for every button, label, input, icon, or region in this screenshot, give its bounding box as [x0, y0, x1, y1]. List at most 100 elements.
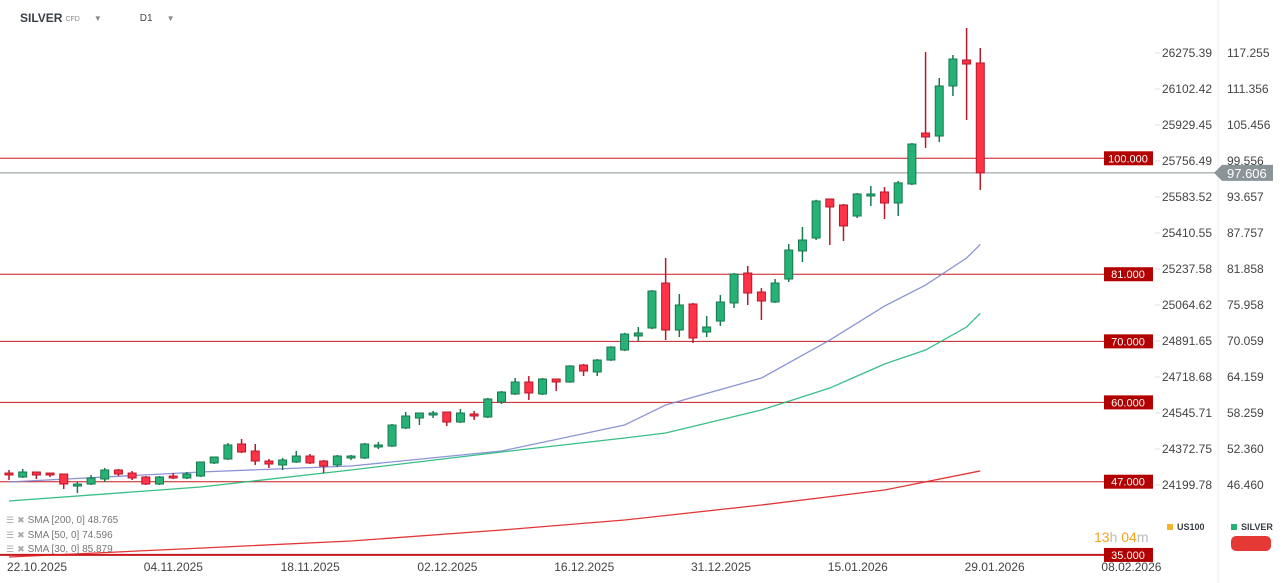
- chart-header: SILVER CFD ▼ D1 ▼: [20, 10, 174, 26]
- timeframe-dropdown-caret-down-icon[interactable]: ▼: [166, 13, 175, 23]
- candle-down: [825, 198, 835, 208]
- symbol-dropdown-caret-down-icon[interactable]: ▼: [93, 13, 102, 23]
- y-tick-us100: 24891.65: [1162, 334, 1212, 348]
- y-tick-us100: 25583.52: [1162, 190, 1212, 204]
- instrument-us100[interactable]: US100: [1167, 522, 1205, 532]
- current-price-label: 97.606: [1227, 166, 1267, 181]
- countdown-hours: 13: [1094, 529, 1110, 545]
- x-tick-label: 22.10.2025: [7, 560, 67, 574]
- x-tick-label: 04.11.2025: [144, 560, 203, 574]
- y-tick-silver: 64.159: [1227, 370, 1264, 384]
- candle-up: [797, 239, 807, 252]
- candle-down: [880, 191, 890, 204]
- candle-up: [182, 473, 192, 479]
- candle-down: [305, 455, 315, 464]
- candle-down: [975, 62, 985, 174]
- candle-down: [45, 472, 55, 476]
- y-tick-silver: 117.255: [1227, 46, 1270, 60]
- candle-up: [770, 282, 780, 303]
- level-label: 35.000: [1111, 550, 1145, 562]
- candle-up: [496, 391, 506, 403]
- settings-icon[interactable]: ☰: [6, 515, 15, 525]
- candle-down: [237, 443, 247, 453]
- candle-up: [852, 193, 862, 217]
- candle-up: [360, 443, 370, 459]
- candle-down: [579, 364, 589, 372]
- y-tick-silver: 99.556: [1227, 154, 1264, 168]
- y-tick-us100: 25756.49: [1162, 154, 1212, 168]
- candle-down: [921, 132, 931, 138]
- level-label-box: [1104, 151, 1153, 166]
- close-icon[interactable]: ✖: [17, 530, 25, 540]
- candle-up: [633, 332, 643, 337]
- candle-up: [934, 85, 944, 137]
- candle-down: [442, 411, 452, 423]
- symbol-name[interactable]: SILVER: [20, 11, 63, 25]
- countdown-hours-unit: h: [1109, 529, 1118, 545]
- indicator-sma-200: ☰ ✖ SMA [200, 0] 48.765: [6, 515, 118, 526]
- close-icon[interactable]: ✖: [17, 544, 25, 554]
- y-tick-us100: 24372.75: [1162, 442, 1212, 456]
- candle-down: [962, 59, 972, 65]
- silver-change-badge[interactable]: [1231, 536, 1271, 551]
- candle-down: [661, 282, 671, 331]
- candle-up: [510, 381, 520, 395]
- candle-up: [373, 444, 383, 448]
- sma-line-sma-200: [8, 470, 981, 558]
- candle-down: [469, 413, 479, 417]
- symbol-type: CFD: [65, 16, 80, 23]
- y-tick-us100: 25410.55: [1162, 226, 1212, 240]
- candle-down: [838, 204, 848, 227]
- candle-down: [756, 291, 766, 302]
- candle-down: [688, 303, 698, 339]
- close-icon[interactable]: ✖: [17, 515, 25, 525]
- y-tick-us100: 26275.39: [1162, 46, 1212, 60]
- y-tick-us100: 25929.45: [1162, 118, 1212, 132]
- settings-icon[interactable]: ☰: [6, 530, 15, 540]
- candle-up: [86, 477, 96, 485]
- candle-up: [154, 476, 164, 485]
- candle-up: [715, 301, 725, 322]
- current-price-tag: [1214, 164, 1273, 181]
- candle-down: [551, 378, 561, 383]
- instrument-silver[interactable]: SILVER: [1231, 522, 1273, 532]
- sma-line-sma-50: [8, 312, 981, 502]
- candle-down: [168, 475, 178, 479]
- candle-up: [209, 456, 219, 464]
- candle-down: [319, 460, 329, 467]
- candle-down: [524, 381, 534, 394]
- y-tick-us100: 25064.62: [1162, 298, 1212, 312]
- candle-up: [784, 249, 794, 280]
- countdown-minutes: 04: [1121, 529, 1137, 545]
- level-label-box: [1104, 474, 1153, 489]
- y-tick-silver: 52.360: [1227, 442, 1264, 456]
- candle-up: [387, 424, 397, 447]
- candle-up: [401, 415, 411, 429]
- level-label: 70.000: [1111, 336, 1145, 348]
- indicator-label: SMA [30, 0] 85.879: [27, 544, 113, 555]
- y-tick-us100: 24545.71: [1162, 406, 1212, 420]
- candle-up: [538, 378, 548, 395]
- candle-up: [729, 273, 739, 304]
- candle-down: [743, 272, 753, 294]
- candle-up: [278, 459, 288, 466]
- candle-down: [31, 471, 41, 476]
- candle-down: [59, 473, 69, 485]
- candle-up: [811, 200, 821, 239]
- indicator-sma-30: ☰ ✖ SMA [30, 0] 85.879: [6, 544, 113, 555]
- candle-up: [72, 483, 82, 487]
- x-tick-label: 08.02.2026: [1101, 560, 1161, 574]
- instrument-label: US100: [1177, 522, 1205, 532]
- candle-down: [141, 476, 151, 485]
- level-label: 81.000: [1111, 269, 1145, 281]
- settings-icon[interactable]: ☰: [6, 544, 15, 554]
- level-label: 60.000: [1111, 397, 1145, 409]
- candle-up: [948, 58, 958, 87]
- x-tick-label: 02.12.2025: [417, 560, 477, 574]
- timeframe-selector[interactable]: D1: [139, 12, 153, 24]
- y-tick-silver: 93.657: [1227, 190, 1264, 204]
- y-tick-silver: 87.757: [1227, 226, 1264, 240]
- candle-up: [674, 304, 684, 331]
- candle-up: [702, 326, 712, 333]
